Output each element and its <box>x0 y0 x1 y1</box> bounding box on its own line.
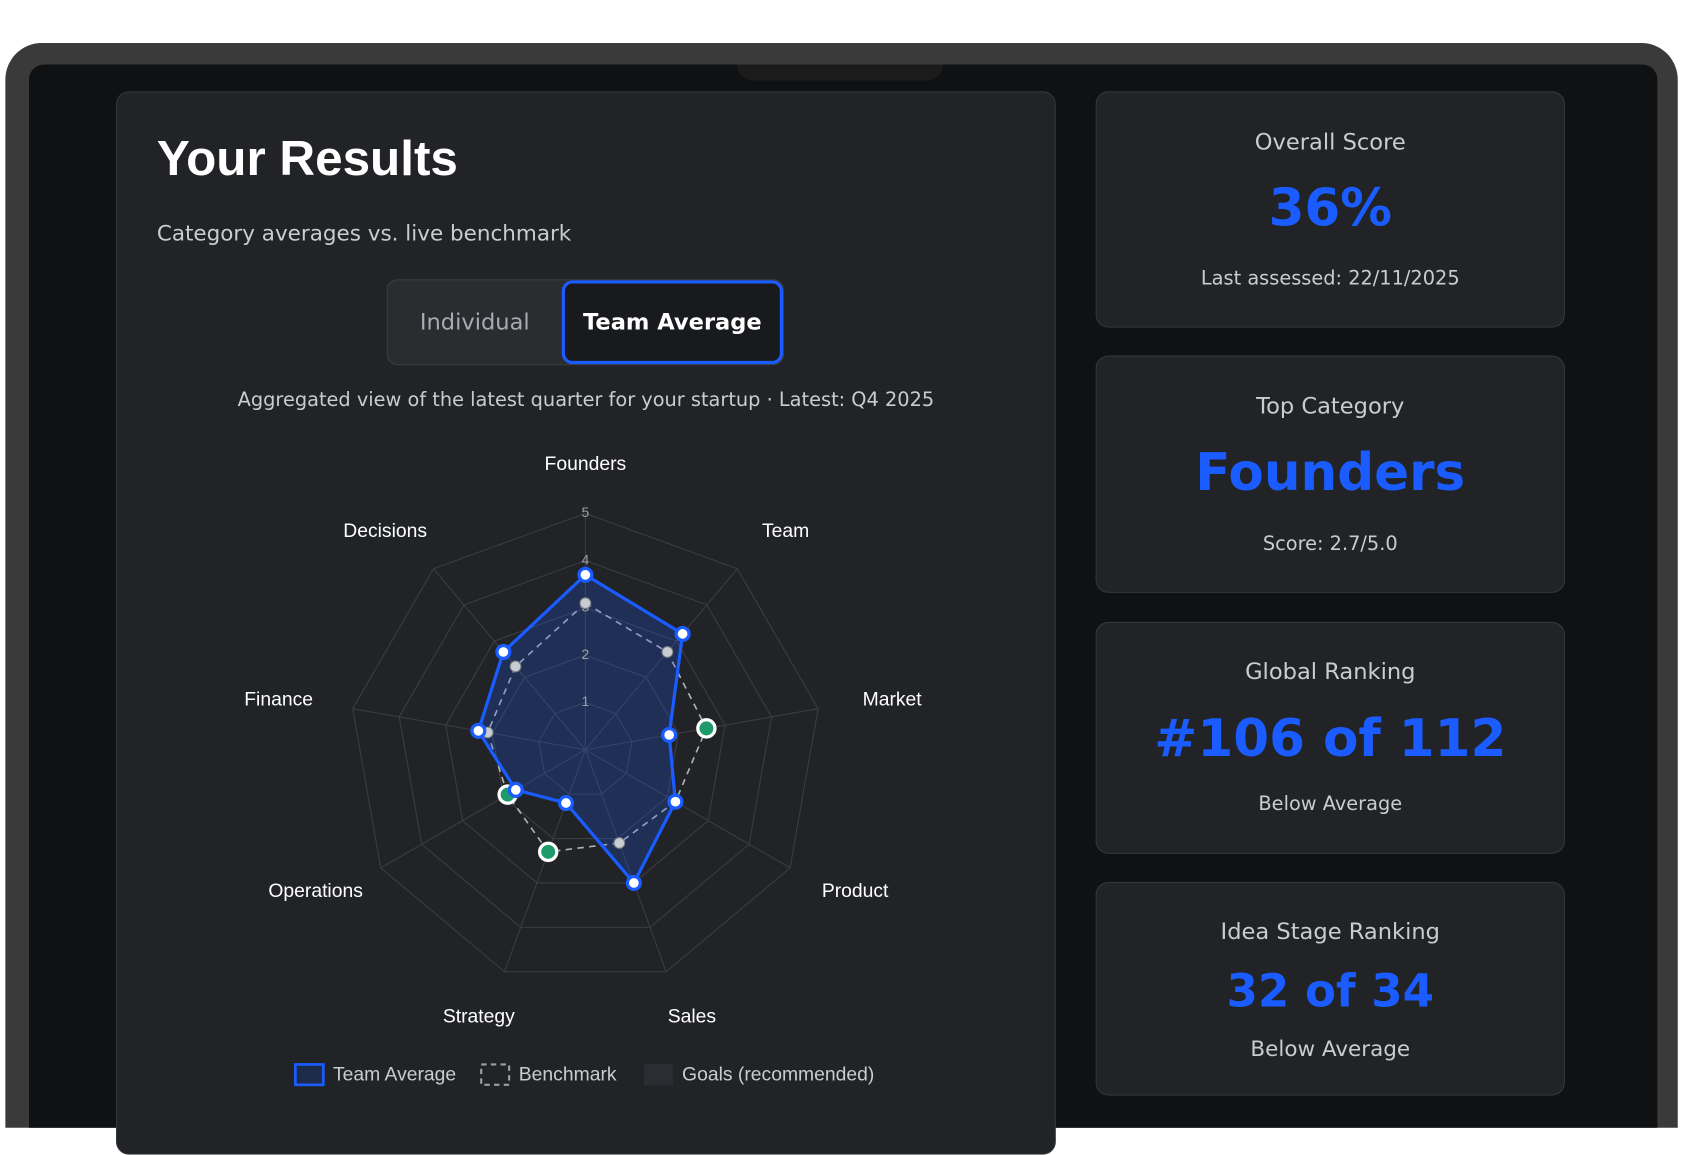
chart-note: Aggregated view of the latest quarter fo… <box>237 388 935 412</box>
stat-card: Global Ranking #106 of 112 Below Average <box>1095 621 1565 854</box>
toggle-option[interactable]: Individual <box>419 309 530 336</box>
grid-ring <box>538 701 633 795</box>
legend-label: Team Average <box>333 1064 456 1085</box>
stat-value: 32 of 34 <box>1226 964 1435 1018</box>
benchmark-point <box>579 597 592 610</box>
team-point <box>661 726 678 744</box>
radar-chart: Founders Team Market Product Sales Strategy Op… <box>244 454 923 1087</box>
r-tick-label: 4 <box>582 551 590 567</box>
stat-card: Top Category Founders Score: 2.7/5.0 <box>1095 355 1565 593</box>
category-label: Team <box>762 521 809 542</box>
grid-ring <box>445 607 726 884</box>
stat-card: Idea Stage Ranking 32 of 34 Below Averag… <box>1095 881 1565 1096</box>
legend-swatch <box>294 1063 325 1087</box>
team-point <box>667 793 684 810</box>
category-label: Sales <box>668 1006 716 1027</box>
r-tick-label: 2 <box>582 646 590 662</box>
stat-label: Idea Stage Ranking <box>1220 918 1440 945</box>
grid-ring <box>491 654 680 840</box>
stat-value: #106 of 112 <box>1154 708 1507 770</box>
benchmark-point <box>509 660 522 673</box>
stat-note: Below Average <box>1258 792 1403 816</box>
stat-note: Below Average <box>1250 1035 1411 1062</box>
page: Your Results Category averages vs. live … <box>5 42 1678 1155</box>
category-label: Strategy <box>443 1006 515 1027</box>
r-tick-label: 5 <box>582 504 590 520</box>
stat-note: Last assessed: 22/11/2025 <box>1200 267 1460 291</box>
legend-label: Goals (recommended) <box>682 1064 874 1085</box>
r-tick-label: 1 <box>582 693 590 709</box>
spoke <box>584 568 738 751</box>
team-point <box>470 722 487 739</box>
team-point <box>507 781 524 798</box>
legend-item: Goals (recommended) <box>643 1063 874 1086</box>
benchmark-point <box>696 718 717 739</box>
team-point <box>674 625 691 642</box>
spoke <box>433 568 586 751</box>
category-label: Founders <box>545 454 627 475</box>
stat-value: 36% <box>1268 178 1392 239</box>
category-label: Product <box>822 881 889 902</box>
category-label: Market <box>863 689 923 710</box>
stat-card: Overall Score 36% Last assessed: 22/11/2… <box>1095 91 1565 328</box>
stat-label: Overall Score <box>1254 128 1406 155</box>
stat-note: Score: 2.7/5.0 <box>1262 532 1398 556</box>
benchmark-point <box>613 837 626 849</box>
notch <box>736 64 944 81</box>
team-point <box>557 794 575 812</box>
spoke <box>380 749 586 869</box>
spoke <box>352 708 586 751</box>
stat-value: Founders <box>1195 442 1466 503</box>
view-toggle: Individual Team Average <box>386 279 785 366</box>
stat-label: Global Ranking <box>1245 658 1416 685</box>
grid-ring <box>352 512 819 973</box>
stage: Your Results Category averages vs. live … <box>5 42 1678 1155</box>
subtitle: Category averages vs. live benchmark <box>156 220 572 246</box>
grid-ring <box>398 560 773 928</box>
legend-swatch <box>480 1063 511 1086</box>
benchmark-point <box>661 646 674 658</box>
team-point <box>625 874 642 892</box>
team-point <box>495 643 512 661</box>
category-label: Finance <box>244 689 313 710</box>
toggle-option[interactable]: Team Average <box>561 280 784 365</box>
category-label: Operations <box>268 881 363 902</box>
team-area <box>476 572 685 886</box>
legend-swatch <box>643 1063 673 1086</box>
benchmark-point <box>538 841 559 863</box>
spoke <box>584 749 667 972</box>
legend-label: Benchmark <box>519 1064 617 1085</box>
team-point <box>577 566 594 583</box>
spoke <box>585 749 791 869</box>
category-label: Decisions <box>343 521 427 542</box>
benchmark-area <box>486 602 708 853</box>
stat-label: Top Category <box>1256 393 1405 419</box>
legend-item: Benchmark <box>480 1063 617 1086</box>
title: Your Results <box>156 129 458 186</box>
legend-item: Team Average <box>294 1063 456 1087</box>
